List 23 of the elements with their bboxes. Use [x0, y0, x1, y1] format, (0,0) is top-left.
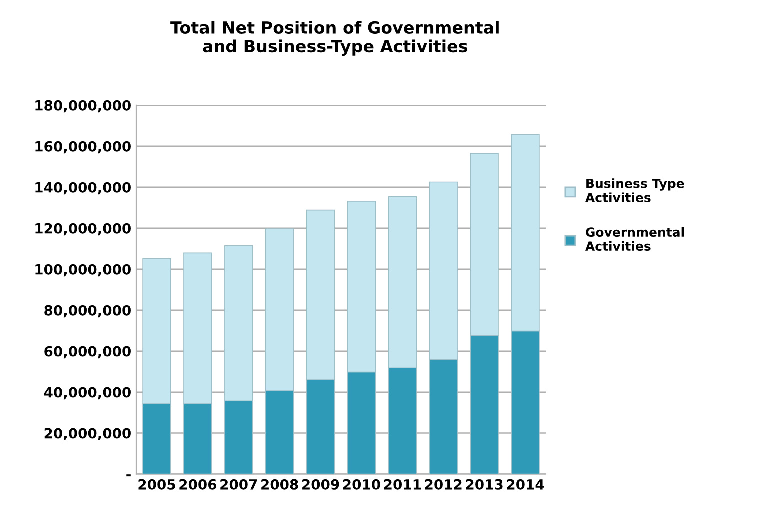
x-tick-label: 2006: [180, 479, 217, 490]
y-tick-label: 60,000,000: [44, 346, 131, 359]
legend-label: Governmental Activities: [586, 227, 684, 252]
x-tick-label: 2012: [425, 479, 462, 490]
x-tick-label: 2011: [384, 479, 422, 490]
x-tick-label: 2008: [262, 479, 298, 490]
y-tick-label: 140,000,000: [36, 182, 131, 195]
y-tick-label: 180,000,000: [36, 100, 131, 113]
x-tick-label: 2013: [466, 479, 503, 490]
y-tick-label: 80,000,000: [44, 305, 131, 318]
y-tick-label: 160,000,000: [36, 141, 131, 154]
x-tick-label: 2009: [302, 479, 340, 490]
y-tick-label: 100,000,000: [36, 264, 131, 277]
chart-title: Total Net Position of Governmental and Business-Type Activities: [170, 21, 499, 56]
y-tick-label: 120,000,000: [36, 223, 131, 236]
y-tick-label: 40,000,000: [44, 387, 131, 400]
x-tick-label: 2010: [343, 479, 380, 490]
legend-label: Business Type Activities: [586, 178, 684, 202]
x-tick-label: 2014: [507, 479, 544, 490]
y-tick-label: -: [126, 474, 131, 477]
x-tick-label: 2007: [220, 479, 258, 490]
x-tick-label: 2005: [138, 479, 176, 490]
y-tick-label: 20,000,000: [44, 428, 131, 441]
